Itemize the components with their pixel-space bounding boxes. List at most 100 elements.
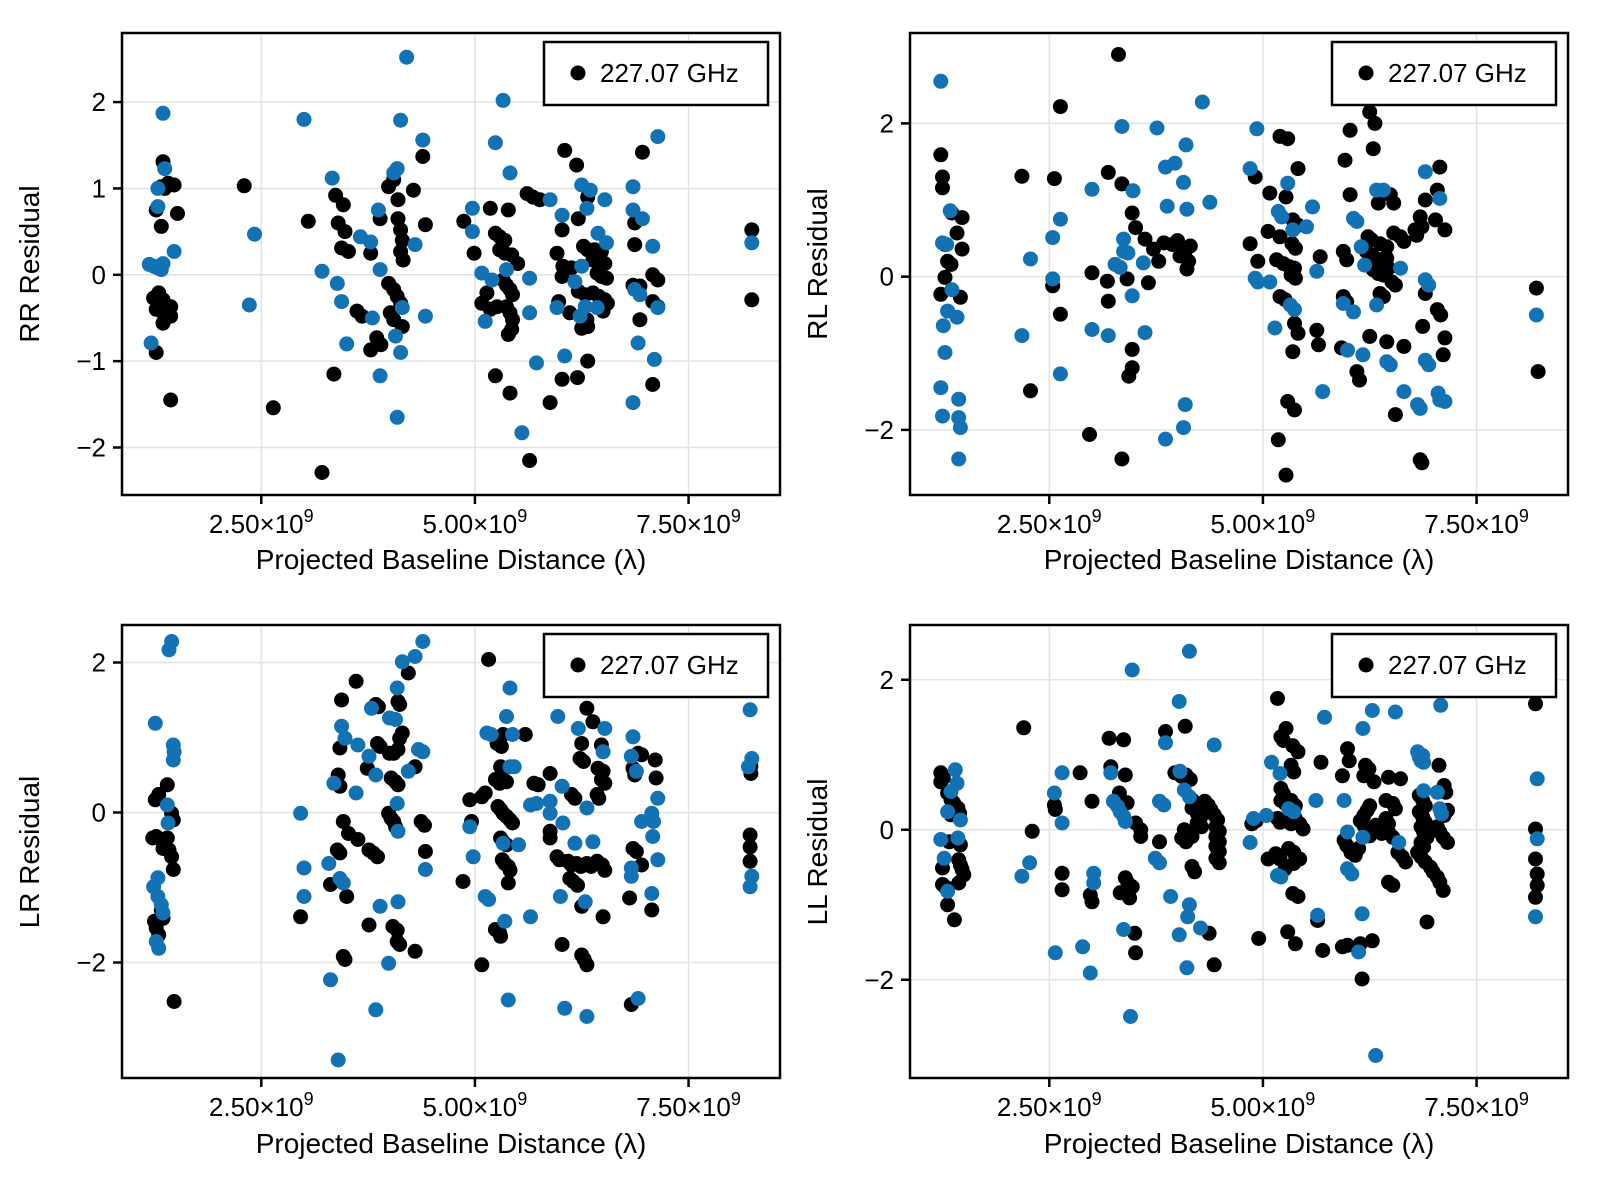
data-point	[150, 199, 166, 215]
data-point	[388, 328, 403, 344]
data-point	[417, 817, 432, 833]
data-point	[1362, 798, 1378, 814]
data-point	[394, 232, 410, 248]
x-tick-label: 2.50×109	[997, 1089, 1102, 1122]
rl-plot-border	[908, 31, 1570, 497]
data-point	[1272, 766, 1288, 781]
data-point	[1193, 819, 1209, 835]
data-point	[937, 269, 953, 285]
data-point	[166, 994, 182, 1009]
data-point	[939, 237, 955, 252]
data-point	[650, 129, 666, 145]
data-point	[1273, 869, 1289, 885]
data-point	[1396, 338, 1412, 354]
data-point	[522, 305, 538, 321]
data-point	[474, 957, 490, 973]
data-point	[1182, 238, 1198, 254]
data-point	[1054, 882, 1070, 898]
data-point	[1342, 122, 1358, 138]
data-point	[542, 830, 558, 846]
ll-ticks	[901, 678, 1478, 1087]
data-point	[1014, 868, 1030, 884]
data-point	[597, 192, 613, 208]
x-tick-label: 5.00×109	[423, 506, 528, 539]
data-point	[1437, 394, 1453, 409]
data-point	[1179, 201, 1195, 217]
data-point	[363, 342, 379, 358]
x-tick-label: 7.50×109	[1424, 1089, 1529, 1122]
data-point	[1308, 793, 1324, 808]
data-point	[1181, 789, 1197, 805]
data-point	[1340, 342, 1355, 358]
data-point	[1262, 274, 1278, 290]
data-point	[393, 345, 409, 360]
data-point	[400, 763, 416, 779]
data-point	[293, 909, 309, 925]
legend-marker-icon	[1358, 65, 1374, 81]
y-tick-label: −1	[76, 346, 106, 376]
data-point	[1528, 851, 1543, 867]
data-point	[1100, 328, 1116, 344]
data-point	[632, 312, 648, 328]
data-point	[1167, 155, 1183, 171]
data-point	[1529, 831, 1545, 847]
data-point	[147, 715, 163, 731]
data-point	[1159, 198, 1175, 214]
data-point	[395, 252, 411, 268]
data-point	[954, 241, 970, 257]
data-point	[505, 727, 520, 742]
data-point	[1317, 709, 1332, 725]
data-point	[935, 408, 950, 424]
data-point	[482, 200, 498, 216]
data-point	[1393, 771, 1408, 787]
data-point	[500, 326, 516, 342]
data-point	[1280, 924, 1296, 940]
data-point	[597, 775, 613, 791]
data-point	[1016, 720, 1032, 736]
data-point	[1309, 322, 1325, 338]
y-tick-label: 2	[880, 108, 894, 138]
data-point	[580, 319, 596, 335]
data-point	[1391, 835, 1407, 850]
data-point	[554, 222, 570, 238]
y-tick-label: 0	[880, 262, 894, 292]
panel-ll: 2.50×109 5.00×109 7.50×109 −2 0 2 227.07 GHz	[864, 623, 1570, 1122]
data-point	[300, 213, 316, 229]
data-point	[1351, 944, 1367, 960]
data-point	[1152, 855, 1167, 871]
data-point	[554, 207, 570, 223]
data-point	[943, 256, 959, 272]
data-point	[579, 700, 595, 716]
data-point	[744, 292, 760, 308]
data-point	[153, 218, 169, 234]
data-point	[549, 245, 565, 261]
data-point	[599, 270, 614, 286]
data-point	[572, 308, 588, 324]
ll-legend: 227.07 GHz	[1330, 632, 1558, 699]
data-point	[1285, 344, 1301, 360]
data-point	[645, 829, 661, 844]
data-point	[644, 902, 660, 918]
data-point	[1431, 757, 1447, 773]
data-point	[1054, 765, 1070, 781]
data-point	[1156, 797, 1172, 813]
data-point	[567, 274, 583, 290]
data-point	[1047, 802, 1063, 817]
data-point	[937, 345, 953, 360]
data-point	[1370, 195, 1386, 211]
data-point	[576, 754, 591, 769]
data-point	[1433, 697, 1449, 713]
data-point	[363, 234, 379, 250]
data-point	[247, 226, 262, 242]
data-point	[1084, 894, 1100, 910]
data-point	[477, 785, 493, 801]
data-point	[623, 868, 639, 884]
data-point	[1246, 811, 1261, 826]
data-point	[1299, 219, 1314, 235]
data-point	[625, 179, 641, 195]
data-point	[1311, 337, 1326, 353]
data-point	[1133, 829, 1149, 844]
data-point	[1114, 176, 1130, 192]
data-point	[1278, 467, 1294, 483]
data-point	[464, 224, 480, 240]
